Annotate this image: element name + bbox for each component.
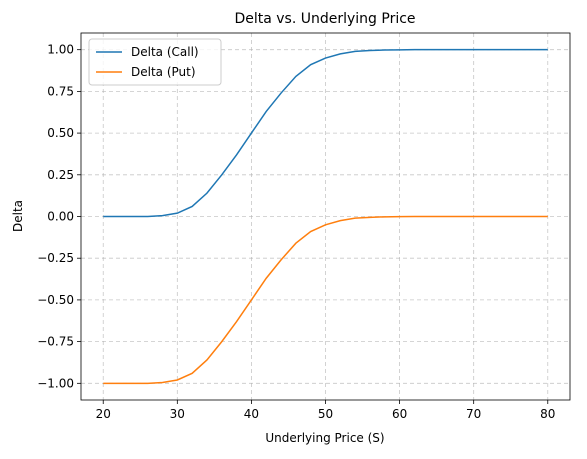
y-tick-label: 1.00 <box>47 43 74 57</box>
x-tick-label: 20 <box>96 407 111 421</box>
y-tick-label: −1.00 <box>37 376 74 390</box>
legend-box <box>88 38 222 86</box>
x-tick-label: 50 <box>318 407 333 421</box>
y-tick-label: 0.00 <box>47 210 74 224</box>
chart-title: Delta vs. Underlying Price <box>234 11 415 27</box>
y-tick-label: 0.75 <box>47 84 74 98</box>
y-tick-label: −0.75 <box>37 335 74 349</box>
y-tick-label: −0.50 <box>37 293 74 307</box>
legend-label: Delta (Call) <box>131 45 199 59</box>
series-line-delta-put <box>103 215 548 385</box>
legend-label: Delta (Put) <box>131 65 196 79</box>
series-layer <box>103 48 548 385</box>
y-tick-label: 0.50 <box>47 126 74 140</box>
y-axis-label: Delta <box>11 200 25 232</box>
legend: Delta (Call) Delta (Put) <box>88 38 222 86</box>
x-tick-label: 30 <box>170 407 185 421</box>
y-tick-label: −0.25 <box>37 251 74 265</box>
x-tick-label: 70 <box>466 407 481 421</box>
x-tick-label: 40 <box>244 407 259 421</box>
series-line-delta-call <box>103 48 548 218</box>
x-tick-label: 80 <box>540 407 555 421</box>
x-tick-label: 60 <box>392 407 407 421</box>
ticks-layer: 20 30 40 50 60 70 80 −1.00 −0.75 −0.50 −0.25 0.00 0.… <box>37 43 555 421</box>
x-axis-label: Underlying Price (S) <box>265 431 384 445</box>
y-tick-label: 0.25 <box>47 168 74 182</box>
